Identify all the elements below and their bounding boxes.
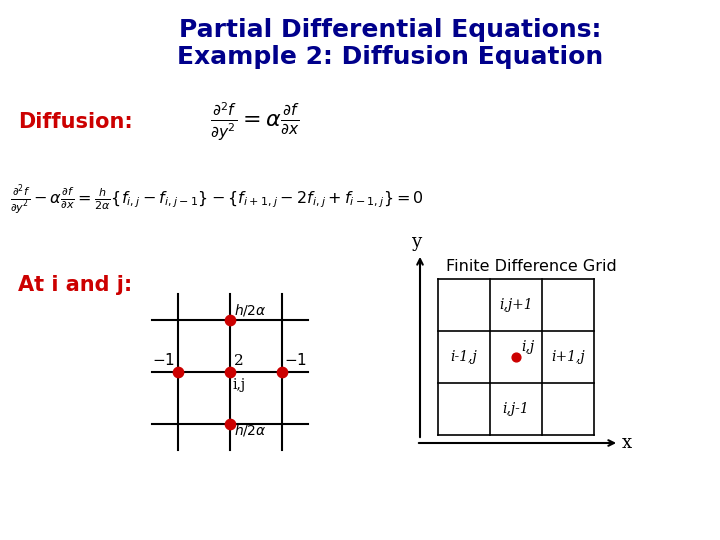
Text: i,j: i,j [521, 340, 534, 354]
Text: $-1$: $-1$ [284, 352, 307, 368]
Text: y: y [411, 233, 421, 251]
Point [172, 368, 184, 376]
Text: i-1,j: i-1,j [451, 350, 477, 364]
Text: $\frac{\partial^2 f}{\partial y^2} - \alpha\frac{\partial f}{\partial x} = \frac: $\frac{\partial^2 f}{\partial y^2} - \al… [10, 183, 424, 217]
Text: Diffusion:: Diffusion: [18, 112, 132, 132]
Text: x: x [622, 434, 632, 452]
Text: i,j-1: i,j-1 [503, 402, 529, 416]
Text: 2: 2 [234, 354, 244, 368]
Text: $\frac{\partial^2 f}{\partial y^2} = \alpha \frac{\partial f}{\partial x}$: $\frac{\partial^2 f}{\partial y^2} = \al… [210, 100, 300, 143]
Text: $h/2\alpha$: $h/2\alpha$ [234, 302, 266, 318]
Text: Example 2: Diffusion Equation: Example 2: Diffusion Equation [177, 45, 603, 69]
Text: At i and j:: At i and j: [18, 275, 132, 295]
Text: i,j+1: i,j+1 [499, 298, 533, 312]
Point [276, 368, 288, 376]
Text: i+1,j: i+1,j [552, 350, 585, 364]
Text: $-1$: $-1$ [152, 352, 175, 368]
Text: Finite Difference Grid: Finite Difference Grid [446, 259, 616, 274]
Text: i,j: i,j [232, 378, 245, 392]
Point [224, 368, 235, 376]
Text: $h/2\alpha$: $h/2\alpha$ [234, 422, 266, 438]
Point [510, 353, 522, 361]
Point [224, 316, 235, 325]
Point [224, 420, 235, 428]
Text: Partial Differential Equations:: Partial Differential Equations: [179, 18, 601, 42]
